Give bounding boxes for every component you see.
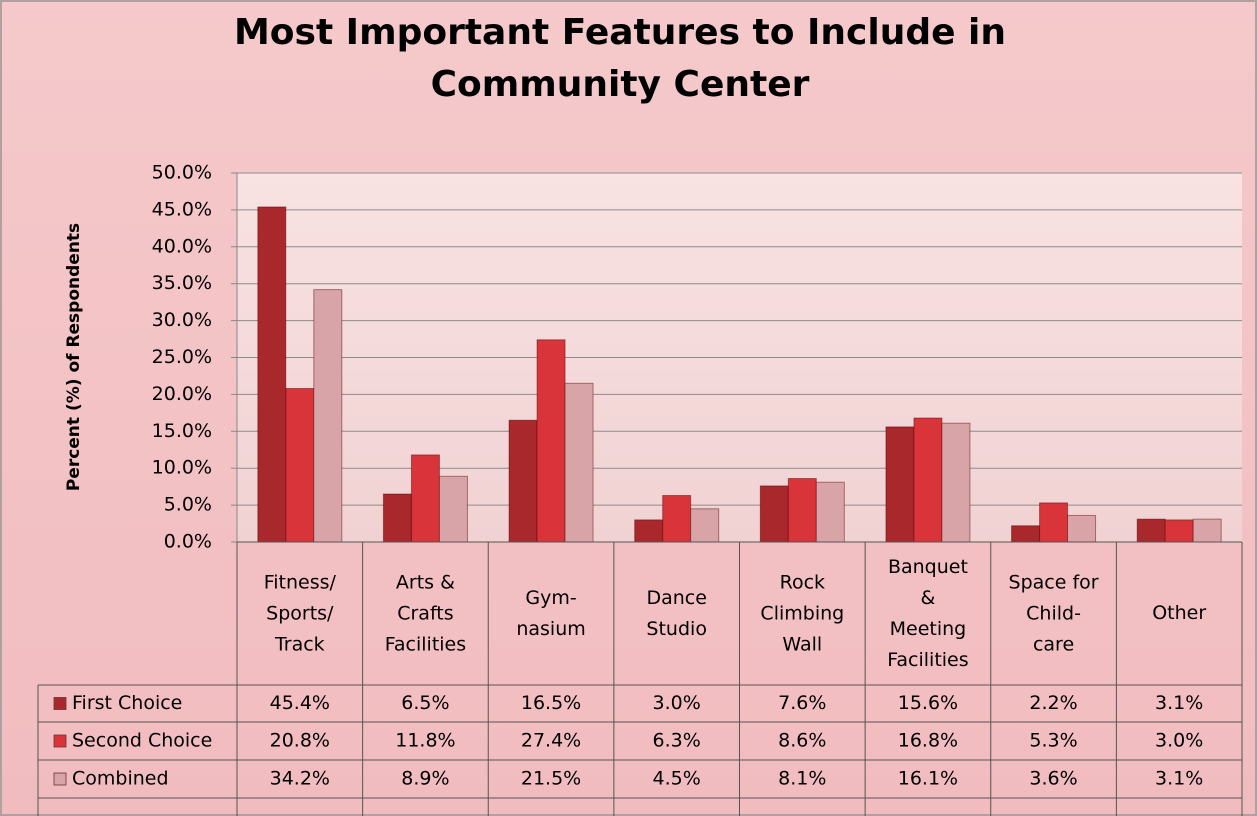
table-value: 6.3% [653, 730, 701, 752]
table-value: 8.1% [778, 768, 826, 790]
table-value: 3.0% [1155, 730, 1203, 752]
bar [536, 339, 566, 543]
table-value: 27.4% [521, 730, 581, 752]
x-tick-label: Banquet & Meeting Facilities [887, 556, 968, 671]
bar [1011, 525, 1041, 543]
bar [564, 382, 594, 543]
x-tick-label: Dance Studio [646, 587, 707, 640]
bar [1067, 514, 1097, 543]
legend-label: First Choice [72, 692, 182, 714]
table-value: 8.9% [401, 768, 449, 790]
bar [438, 475, 468, 543]
table-value: 4.5% [653, 768, 701, 790]
table-value: 21.5% [521, 768, 581, 790]
table-value: 3.6% [1029, 768, 1077, 790]
bar [1039, 502, 1069, 543]
table-value: 3.1% [1155, 768, 1203, 790]
y-tick-label: 50.0% [152, 162, 212, 184]
x-tick-label: Arts & Crafts Facilities [385, 571, 466, 655]
y-tick-label: 15.0% [152, 420, 212, 442]
bar [759, 485, 789, 543]
y-axis-label: Percent (%) of Respondents [64, 223, 84, 491]
bar [1164, 519, 1194, 543]
y-tick-label: 45.0% [152, 198, 212, 220]
bar [382, 493, 412, 543]
x-tick-label: Space for Child-care [1009, 571, 1099, 655]
bar [257, 206, 287, 543]
table-value: 34.2% [270, 768, 330, 790]
y-tick-label: 40.0% [152, 235, 212, 257]
bar [662, 495, 692, 543]
bar [913, 417, 943, 543]
y-tick-label: 5.0% [164, 494, 212, 516]
x-tick-label: Gym-nasium [516, 587, 585, 640]
bar [941, 422, 971, 543]
bar [787, 478, 817, 543]
x-tick-label: Other [1152, 602, 1206, 624]
table-value: 2.2% [1029, 692, 1077, 714]
table-value: 8.6% [778, 730, 826, 752]
table-value: 3.1% [1155, 692, 1203, 714]
table-value: 7.6% [778, 692, 826, 714]
bar [885, 426, 915, 543]
table-value: 20.8% [270, 730, 330, 752]
legend-key [53, 772, 67, 786]
legend-label: Combined [72, 768, 169, 790]
legend-label: Second Choice [72, 730, 212, 752]
y-tick-label: 30.0% [152, 309, 212, 331]
bar [410, 454, 440, 543]
chart-title: Most Important Features to Include in Com… [234, 12, 1006, 105]
y-tick-label: 35.0% [152, 272, 212, 294]
legend-key [53, 697, 67, 710]
table-value: 11.8% [395, 730, 455, 752]
table-value: 5.3% [1029, 730, 1077, 752]
legend-key [53, 734, 67, 748]
y-tick-label: 25.0% [152, 346, 212, 368]
bar [285, 387, 315, 543]
table-value: 16.5% [521, 692, 581, 714]
bar [634, 519, 664, 543]
table-value: 16.8% [898, 730, 958, 752]
x-tick-label: Fitness/Sports/Track [264, 571, 337, 655]
bar [1136, 518, 1166, 543]
table-value: 45.4% [270, 692, 330, 714]
x-tick-label: Rock Climbing Wall [760, 571, 844, 655]
table-value: 6.5% [401, 692, 449, 714]
table-value: 15.6% [898, 692, 958, 714]
bar [690, 508, 720, 543]
bar [815, 481, 845, 543]
bar [508, 419, 538, 543]
y-tick-label: 0.0% [164, 531, 212, 553]
bar [1192, 518, 1222, 543]
y-tick-label: 20.0% [152, 383, 212, 405]
table-value: 3.0% [653, 692, 701, 714]
bar [313, 289, 343, 543]
table-value: 16.1% [898, 768, 958, 790]
y-tick-label: 10.0% [152, 457, 212, 479]
